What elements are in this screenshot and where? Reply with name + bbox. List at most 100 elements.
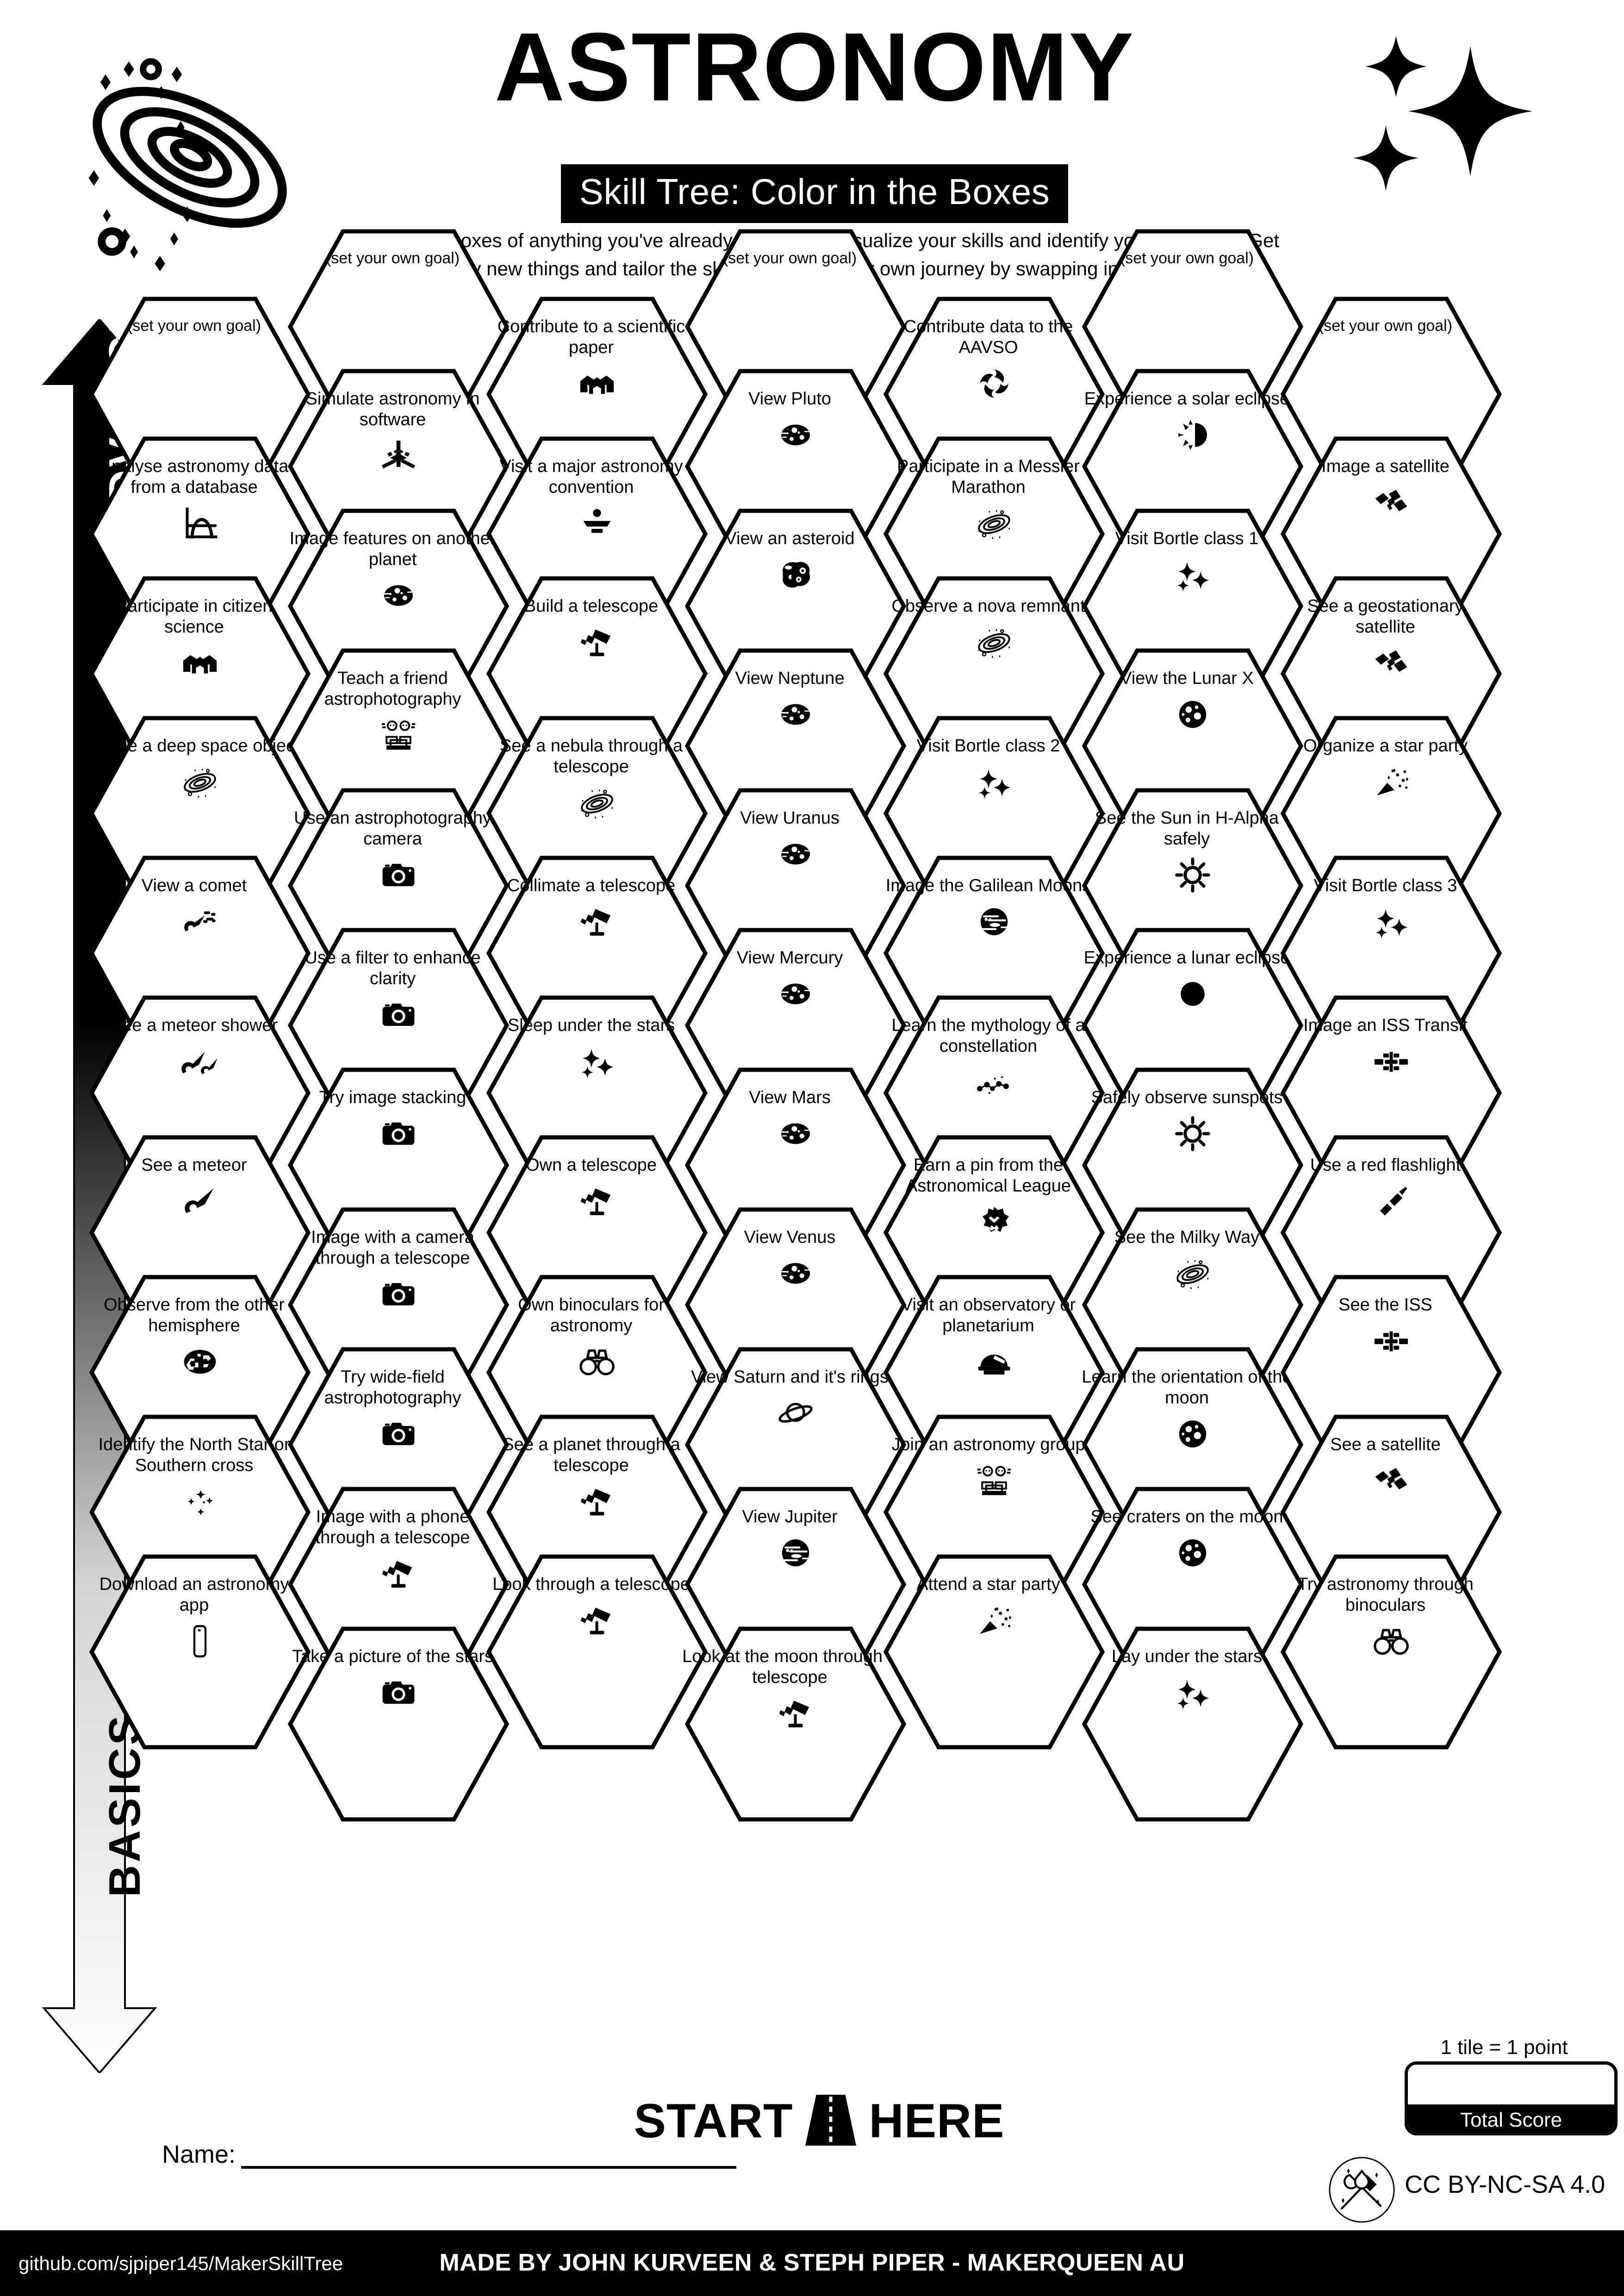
license-text: CC BY-NC-SA 4.0: [1405, 2171, 1605, 2198]
constellation-icon: [974, 1062, 1014, 1102]
skill-tile-label: See the ISS: [1338, 1295, 1432, 1315]
skill-tile-label: Experience a solar eclipse: [1084, 389, 1290, 409]
skill-tile-label: View Uranus: [740, 808, 840, 828]
camera-icon: [379, 855, 418, 895]
skill-tile[interactable]: Try astronomy through binoculars: [1280, 1554, 1502, 1750]
camera-icon: [379, 995, 418, 1035]
total-score-box[interactable]: Total Score: [1405, 2061, 1618, 2135]
skill-tile-label: Observe from the other hemisphere: [104, 1295, 285, 1335]
chart-icon: [180, 503, 220, 543]
score-input[interactable]: [1408, 2065, 1614, 2104]
name-field[interactable]: Name:: [162, 2140, 737, 2169]
skill-tile[interactable]: Lay under the stars: [1082, 1626, 1304, 1822]
skill-tile-label: Identify the North Star or Southern cros…: [98, 1435, 290, 1475]
galaxy-icon: [1173, 1253, 1213, 1293]
skill-tile-label: Look through a telescope: [492, 1575, 690, 1594]
two-people-icon: [974, 1461, 1014, 1501]
skill-tile[interactable]: Look at the moon through a telescope: [682, 1626, 907, 1822]
flashlight-icon: [1371, 1181, 1411, 1221]
party-popper-icon: [974, 1601, 1014, 1640]
skill-tile-label: Participate in a Messier Marathon: [897, 457, 1080, 497]
skill-tile-label: View the Lunar X: [1120, 669, 1254, 688]
skill-tile-label: See craters on the moon: [1090, 1507, 1283, 1527]
skill-tile-label: Learn the orientation of the moon: [1082, 1367, 1292, 1408]
skill-tile-label: Image an ISS Transit: [1303, 1016, 1468, 1035]
camera-icon: [379, 1114, 418, 1154]
skill-tile-label: View Mercury: [736, 948, 843, 968]
skill-tile-label: Image a satellite: [1321, 457, 1450, 476]
planet-icon: [379, 576, 418, 615]
phone-icon: [180, 1621, 220, 1661]
skill-tile[interactable]: Look through a telescope: [486, 1554, 708, 1750]
skill-tile-label: Experience a lunar eclipse: [1083, 948, 1290, 968]
sun-icon: [1173, 1114, 1213, 1154]
skill-tile-label: Image the Galilean Moons: [885, 876, 1091, 895]
lunar-eclipse-icon: [1173, 974, 1213, 1014]
name-label: Name:: [162, 2141, 236, 2168]
telescope-icon: [577, 622, 617, 662]
skill-tile[interactable]: Attend a star party: [883, 1554, 1105, 1750]
meteor-icon: [180, 1181, 220, 1221]
skill-tile-label: View Neptune: [735, 669, 845, 688]
skill-tile-label: Contribute data to the AAVSO: [903, 317, 1073, 357]
name-input-line[interactable]: [241, 2142, 737, 2169]
skill-tile-label: Teach a friend astrophotography: [324, 669, 461, 709]
skill-tile-label: Sleep under the stars: [507, 1016, 675, 1035]
skill-tile-label: See a geostationary satellite: [1307, 596, 1464, 637]
skill-tile-label: Simulate astronomy in software: [305, 389, 480, 429]
comet-icon: [180, 902, 220, 942]
skill-tile-label: See a satellite: [1330, 1435, 1441, 1454]
skill-tile-label: Build a telescope: [524, 596, 659, 616]
skill-tile[interactable]: Take a picture of the stars: [287, 1626, 510, 1822]
skill-tile-label: Try wide-field astrophotography: [324, 1367, 461, 1408]
sparkle-stars-icon: [1173, 555, 1213, 595]
skill-tile-label: (set your own goal): [1318, 317, 1453, 335]
galaxy-icon: [180, 762, 220, 802]
skill-tile-label: Visit Bortle class 3: [1313, 876, 1457, 895]
telescope-icon: [379, 1554, 418, 1594]
maker-tools-icon: [1328, 2156, 1395, 2223]
telescope-icon: [577, 1482, 617, 1521]
podium-icon: [577, 503, 617, 543]
skill-tile-label: Take a picture of the stars: [292, 1647, 494, 1666]
skill-tile-label: See a nebula through a telescope: [499, 736, 683, 776]
iss-icon: [1371, 1321, 1411, 1361]
skill-tile-label: Use an astrophotography camera: [294, 808, 492, 849]
skill-tile-label: See a planet through a telescope: [502, 1435, 680, 1475]
moon-icon: [1173, 1414, 1213, 1454]
footer-github-link[interactable]: github.com/sjpiper145/MakerSkillTree: [19, 2253, 343, 2274]
two-people-icon: [379, 715, 418, 755]
skill-tile-label: View a comet: [141, 876, 247, 895]
skill-tile-label: See a meteor shower: [110, 1016, 278, 1035]
skill-tile-label: Participate in citizen science: [116, 596, 273, 637]
satellite-icon: [1371, 1461, 1411, 1501]
sparkle-stars-icon: [1333, 28, 1537, 194]
skill-tile-label: Use a red flashlight: [1310, 1155, 1461, 1175]
sparkle-stars-icon: [1371, 902, 1411, 942]
skill-tile-label: View Pluto: [748, 389, 831, 409]
skill-tile-label: Image a deep space object: [88, 736, 300, 756]
skill-tile-label: Visit Bortle class 1: [1115, 529, 1259, 548]
skill-tile-label: (set your own goal): [722, 249, 857, 267]
skill-tile-label: Safely observe sunspots: [1091, 1088, 1283, 1107]
sparkle-stars-icon: [1173, 1673, 1213, 1713]
skill-tile-label: Image with a phone through a telescope: [315, 1507, 470, 1547]
jupiter-icon: [974, 902, 1014, 942]
camera-icon: [379, 1274, 418, 1314]
skill-tile-label: View Jupiter: [742, 1507, 838, 1527]
skill-tile-label: Observe a nova remnant: [891, 596, 1085, 616]
telescope-icon: [577, 1181, 617, 1221]
footer-credit: MADE BY JOHN KURVEEN & STEPH PIPER - MAK…: [439, 2249, 1185, 2276]
galaxy-icon: [577, 783, 617, 823]
skill-tile[interactable]: Download an astronomy app: [89, 1554, 311, 1750]
constellation-dots-icon: [180, 1482, 220, 1521]
skill-tile-label: Join an astronomy group: [891, 1435, 1085, 1454]
skill-tile-label: Contribute to a scientific paper: [497, 317, 685, 357]
skill-tile-label: Attend a star party: [916, 1575, 1060, 1594]
sun-icon: [1173, 855, 1213, 895]
satellite-icon: [1371, 483, 1411, 522]
planet-icon: [776, 415, 815, 455]
planet-icon: [776, 1114, 815, 1154]
telescope-icon: [577, 1601, 617, 1640]
